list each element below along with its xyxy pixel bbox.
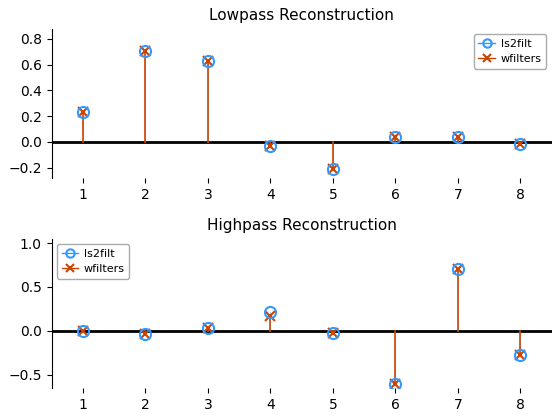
Legend: ls2filt, wfilters: ls2filt, wfilters	[474, 34, 546, 68]
Title: Lowpass Reconstruction: Lowpass Reconstruction	[209, 8, 394, 24]
Legend: ls2filt, wfilters: ls2filt, wfilters	[57, 244, 129, 278]
Title: Highpass Reconstruction: Highpass Reconstruction	[207, 218, 396, 234]
